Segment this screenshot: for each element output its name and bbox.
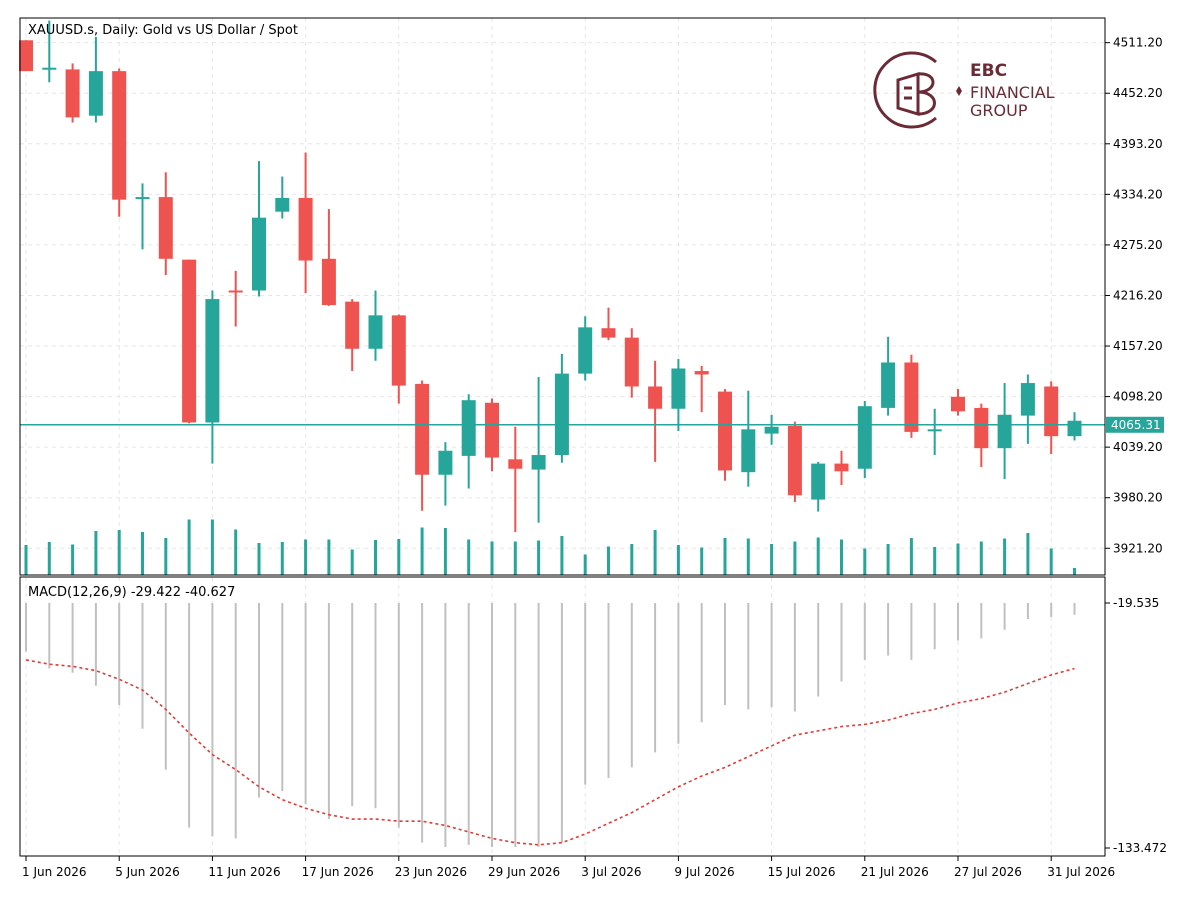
price-tick-label: 3980.20 <box>1113 491 1163 505</box>
logo-text-group: GROUP <box>970 101 1028 120</box>
candle-body <box>415 383 430 475</box>
macd-pane-frame <box>19 576 1106 857</box>
candle-body <box>741 429 756 473</box>
candle-body <box>857 406 872 469</box>
candle-body <box>671 368 686 409</box>
candle-body <box>834 463 849 472</box>
candle-body <box>554 373 569 456</box>
candle-body <box>65 69 80 118</box>
candle-body <box>391 315 406 386</box>
candle-body <box>694 371 709 375</box>
price-tick-label: 3921.20 <box>1113 541 1163 555</box>
candle-body <box>42 67 57 70</box>
candle-body <box>1067 420 1082 437</box>
macd-axis: -19.535 -133.472 <box>1105 596 1167 855</box>
time-tick-label: 5 Jun 2026 <box>115 865 180 879</box>
price-tick-label: 4216.20 <box>1113 288 1163 302</box>
candle-body <box>624 337 639 387</box>
time-tick-label: 3 Jul 2026 <box>581 865 641 879</box>
candle-body <box>275 197 290 212</box>
macd-tick-label: -19.535 <box>1113 596 1159 610</box>
price-axis: 4511.20 4452.20 4393.20 4334.20 4275.20 4216.… <box>1105 36 1163 555</box>
price-tick-label: 4098.20 <box>1113 390 1163 404</box>
chart-title: XAUUSD.s, Daily: Gold vs US Dollar / Spo… <box>28 23 298 38</box>
time-tick-label: 29 Jun 2026 <box>488 865 560 879</box>
time-tick-label: 31 Jul 2026 <box>1047 865 1115 879</box>
time-tick-label: 21 Jul 2026 <box>861 865 929 879</box>
logo-text-ebc: EBC <box>970 61 1007 81</box>
candles <box>19 20 1082 533</box>
time-tick-label: 9 Jul 2026 <box>674 865 734 879</box>
price-tick-label: 4452.20 <box>1113 86 1163 100</box>
candle-body <box>881 362 896 408</box>
candle-body <box>19 40 33 72</box>
candle-body <box>578 327 593 374</box>
time-axis: 1 Jun 2026 5 Jun 2026 11 Jun 2026 17 Jun 20… <box>22 856 1115 879</box>
logo-text-financial: FINANCIAL <box>970 83 1055 102</box>
macd-tick-label: -133.472 <box>1113 841 1167 855</box>
macd-title: MACD(12,26,9) -29.422 -40.627 <box>28 585 235 600</box>
price-tick-label: 4334.20 <box>1113 187 1163 201</box>
candle-body <box>718 391 732 471</box>
price-tick-label: 4393.20 <box>1113 137 1163 151</box>
candle-body <box>904 362 919 432</box>
volume-bars <box>24 519 1076 575</box>
candle-body <box>252 217 266 291</box>
candle-body <box>182 259 197 423</box>
price-tick-label: 4275.20 <box>1113 238 1163 252</box>
macd-pane <box>25 603 1076 847</box>
time-tick-label: 11 Jun 2026 <box>208 865 280 879</box>
candle-body <box>927 429 942 432</box>
candle-body <box>368 315 383 349</box>
price-line-group: 4065.31 <box>20 416 1164 433</box>
candle-body <box>485 402 499 458</box>
candle-body <box>228 290 243 293</box>
time-tick-label: 27 Jul 2026 <box>954 865 1022 879</box>
current-price-label: 4065.31 <box>1111 418 1161 432</box>
candle-body <box>438 450 453 475</box>
candle-body <box>345 301 360 349</box>
candle-body <box>601 328 616 338</box>
candle-body <box>88 71 103 116</box>
candle-body <box>764 426 779 434</box>
candle-body <box>787 425 802 496</box>
candle-body <box>1020 383 1035 416</box>
candle-body <box>298 197 313 261</box>
price-tick-label: 4511.20 <box>1113 36 1163 50</box>
candle-body <box>531 455 546 470</box>
time-tick-label: 17 Jun 2026 <box>302 865 374 879</box>
price-tick-label: 4039.20 <box>1113 440 1163 454</box>
current-price-tag <box>1106 416 1164 433</box>
price-tick-label: 4157.20 <box>1113 339 1163 353</box>
time-tick-label: 1 Jun 2026 <box>22 865 87 879</box>
time-tick-label: 23 Jun 2026 <box>395 865 467 879</box>
candle-body <box>112 71 127 200</box>
candle-body <box>461 400 476 456</box>
price-pane-frame <box>19 17 1106 576</box>
candle-body <box>158 197 173 259</box>
candle-body <box>648 386 663 409</box>
candle-body <box>951 396 965 412</box>
candle-body <box>811 463 826 500</box>
candle-body <box>135 197 150 200</box>
ebc-logo: EBC FINANCIAL GROUP <box>873 51 1055 129</box>
candle-body <box>508 459 523 469</box>
ebc-logo-icon <box>873 51 962 129</box>
time-tick-label: 15 Jul 2026 <box>768 865 836 879</box>
candle-body <box>1044 386 1059 437</box>
macd-signal-line <box>25 659 1075 846</box>
candle-body <box>205 299 220 423</box>
candle-body <box>974 407 989 449</box>
candle-body <box>321 258 336 306</box>
candle-body <box>997 414 1012 449</box>
